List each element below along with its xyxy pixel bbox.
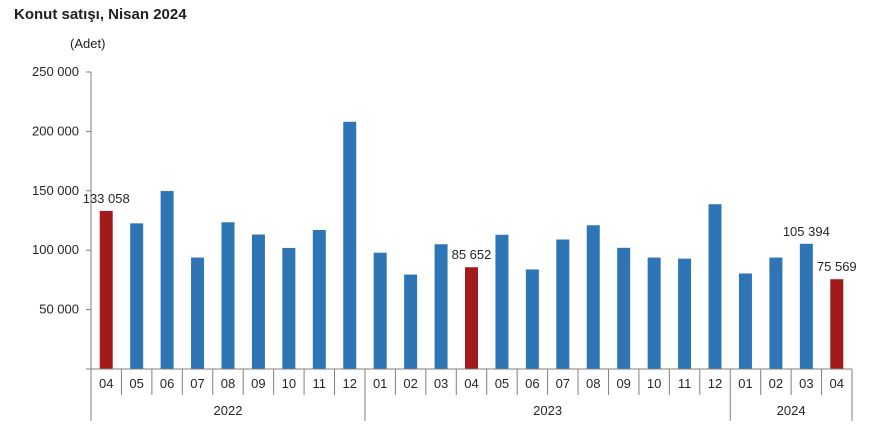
bar <box>830 279 844 369</box>
x-tick-label: 06 <box>160 376 174 391</box>
x-tick-label: 10 <box>647 376 661 391</box>
x-tick-label: 01 <box>738 376 752 391</box>
x-tick-label: 09 <box>251 376 265 391</box>
x-tick-label: 05 <box>495 376 509 391</box>
bar <box>434 244 448 369</box>
y-tick-label: 50 000 <box>39 302 79 317</box>
y-tick-label: 100 000 <box>32 242 79 257</box>
x-tick-label: 07 <box>190 376 204 391</box>
x-tick-label: 05 <box>129 376 143 391</box>
year-label: 2022 <box>214 403 243 418</box>
x-tick-label: 04 <box>464 376 478 391</box>
x-tick-label: 02 <box>403 376 417 391</box>
x-tick-label: 01 <box>373 376 387 391</box>
x-tick-label: 08 <box>221 376 235 391</box>
bar <box>404 274 418 369</box>
x-tick-label: 02 <box>769 376 783 391</box>
y-tick-label: 150 000 <box>32 183 79 198</box>
y-axis: 50 000 100 000 150 000 200 000 250 000 <box>32 64 92 370</box>
data-label: 75 569 <box>817 259 857 274</box>
x-tick-label: 08 <box>586 376 600 391</box>
bar <box>678 258 692 369</box>
bar <box>647 257 661 369</box>
bar <box>130 223 144 369</box>
x-tick-label: 07 <box>556 376 570 391</box>
bar <box>799 243 813 369</box>
chart-title: Konut satışı, Nisan 2024 <box>14 6 187 23</box>
bar <box>708 204 722 369</box>
data-labels: 133 058 85 652 105 394 75 569 <box>83 191 857 274</box>
bar <box>160 191 174 369</box>
year-label: 2024 <box>777 403 806 418</box>
bar <box>465 267 478 369</box>
x-tick-label: 06 <box>525 376 539 391</box>
bar <box>99 210 113 369</box>
bar <box>556 239 570 369</box>
bar <box>738 273 752 369</box>
data-label: 85 652 <box>452 247 492 262</box>
x-tick-label: 03 <box>434 376 448 391</box>
x-tick-label: 12 <box>708 376 722 391</box>
x-tick-label: 11 <box>313 376 327 391</box>
bar <box>617 247 631 369</box>
x-tick-label: 11 <box>678 376 692 391</box>
bar <box>312 230 326 369</box>
data-label: 105 394 <box>783 224 830 239</box>
year-label: 2023 <box>533 403 562 418</box>
y-axis-unit-label: (Adet) <box>70 36 106 51</box>
bar <box>586 225 600 369</box>
bar <box>282 247 296 369</box>
x-axis: 04 05 06 07 08 09 10 11 12 01 02 03 04 05 06 07 08 09 10 11… <box>90 368 853 421</box>
bar <box>221 222 235 369</box>
x-tick-label: 12 <box>343 376 357 391</box>
bars <box>99 121 844 370</box>
bar <box>343 121 357 370</box>
bar <box>191 257 205 369</box>
x-tick-label: 04 <box>99 376 113 391</box>
bar <box>373 252 387 369</box>
y-tick-label: 250 000 <box>32 64 79 79</box>
bar <box>525 269 539 369</box>
x-tick-label: 04 <box>830 376 844 391</box>
x-tick-label: 09 <box>616 376 630 391</box>
bar <box>495 234 509 369</box>
x-tick-label: 03 <box>799 376 813 391</box>
bar <box>251 234 265 369</box>
y-tick-label: 200 000 <box>32 123 79 138</box>
bar <box>769 257 783 369</box>
data-label: 133 058 <box>83 191 130 206</box>
x-tick-label: 10 <box>282 376 296 391</box>
